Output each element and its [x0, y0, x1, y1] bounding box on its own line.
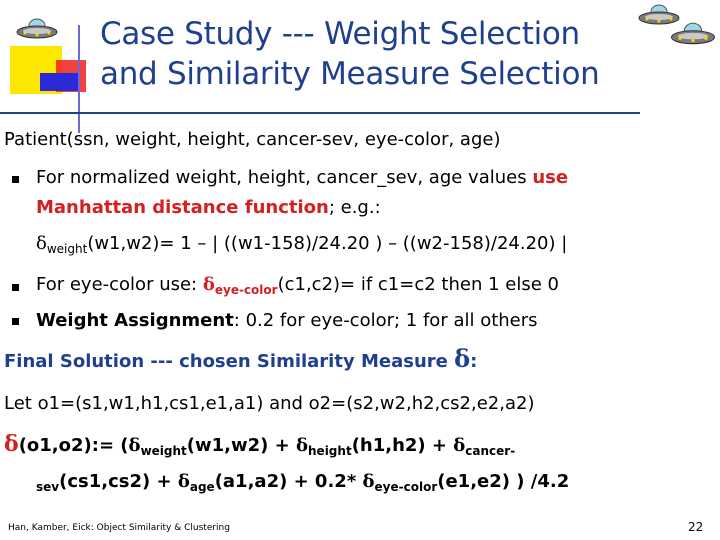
formula-part: (a1,a2) + 0.2* [214, 471, 363, 492]
delta-symbol: δ [453, 435, 466, 456]
page-number: 22 [688, 520, 704, 534]
bullet-2-rest: (c1,c2)= if c1=c2 then 1 else 0 [277, 274, 559, 295]
delta-weight-formula: δweight(w1,w2)= 1 – | ((w1-158)/24.20 ) … [36, 232, 567, 261]
formula-sub: age [189, 480, 215, 494]
final-solution-heading: Final Solution --- chosen Similarity Mea… [4, 347, 477, 374]
delta-symbol: δ [36, 233, 47, 254]
bullet-1-line-1: For normalized weight, height, cancer_se… [36, 166, 568, 190]
weight-assignment-label: Weight Assignment [36, 310, 234, 331]
formula-sub: cancer- [465, 444, 516, 458]
final-solution-text: Final Solution --- chosen Similarity Mea… [4, 351, 455, 372]
delta-weight-args: (w1,w2)= 1 – | ((w1-158)/24.20 ) – ((w2-… [87, 233, 568, 254]
weight-assignment-text: : 0.2 for eye-color; 1 for all others [233, 310, 538, 331]
bullet-2-sub: eye-color [214, 283, 278, 297]
ufo-icon [638, 4, 680, 25]
formula-sub: eye-color [374, 480, 438, 494]
bullet-1-eg: ; e.g.: [328, 197, 381, 218]
delta-symbol: δ [362, 471, 375, 492]
bullet-2-text: For eye-color use: [36, 274, 203, 295]
patient-schema: Patient(ssn, weight, height, cancer-sev,… [4, 129, 501, 150]
similarity-formula-line-2: sev(cs1,cs2) + δage(a1,a2) + 0.2* δeye-c… [36, 470, 569, 499]
manhattan-distance: Manhattan distance function [36, 197, 329, 218]
formula-sub: sev [36, 480, 60, 494]
delta-symbol: δ [296, 435, 309, 456]
formula-part: (w1,w2) + [186, 435, 296, 456]
decor-blue-block [40, 73, 78, 91]
footer-credit: Han, Kamber, Eick: Object Similarity & C… [8, 523, 230, 533]
formula-sub: weight [140, 444, 187, 458]
bullet-1-text: For normalized weight, height, cancer_se… [36, 167, 533, 188]
formula-part: (cs1,cs2) + [59, 471, 178, 492]
delta-symbol: δ [454, 344, 471, 373]
ufo-icon [16, 18, 58, 39]
bullet-1-line-2: Manhattan distance function; e.g.: [36, 196, 381, 220]
formula-sub: height [308, 444, 352, 458]
decor-vertical-line [78, 25, 80, 133]
title-rule [0, 112, 640, 114]
formula-part: (e1,e2) ) /4.2 [437, 471, 570, 492]
let-line: Let o1=(s1,w1,h1,cs1,e1,a1) and o2=(s2,w… [4, 393, 535, 414]
bullet-marker [12, 176, 19, 183]
formula-part: (h1,h2) + [351, 435, 454, 456]
similarity-formula-line-1: δ(o1,o2):= (δweight(w1,w2) + δheight(h1,… [4, 432, 515, 463]
page-title: Case Study --- Weight Selection and Simi… [100, 14, 640, 94]
bullet-1-use: use [532, 167, 569, 188]
delta-symbol: δ [4, 431, 19, 457]
title-line-1: Case Study --- Weight Selection [100, 16, 580, 52]
ufo-icon [670, 22, 716, 45]
formula-part: (o1,o2):= ( [18, 435, 129, 456]
delta-symbol: δ [202, 274, 215, 295]
delta-weight-sub: weight [46, 242, 88, 256]
bullet-marker [12, 318, 19, 325]
bullet-3: Weight Assignment: 0.2 for eye-color; 1 … [36, 309, 538, 333]
delta-symbol: δ [128, 435, 141, 456]
final-colon: : [470, 351, 478, 372]
title-line-2: and Similarity Measure Selection [100, 56, 600, 92]
bullet-marker [12, 284, 19, 291]
delta-symbol: δ [177, 471, 190, 492]
bullet-2: For eye-color use: δeye-color(c1,c2)= if… [36, 273, 559, 302]
